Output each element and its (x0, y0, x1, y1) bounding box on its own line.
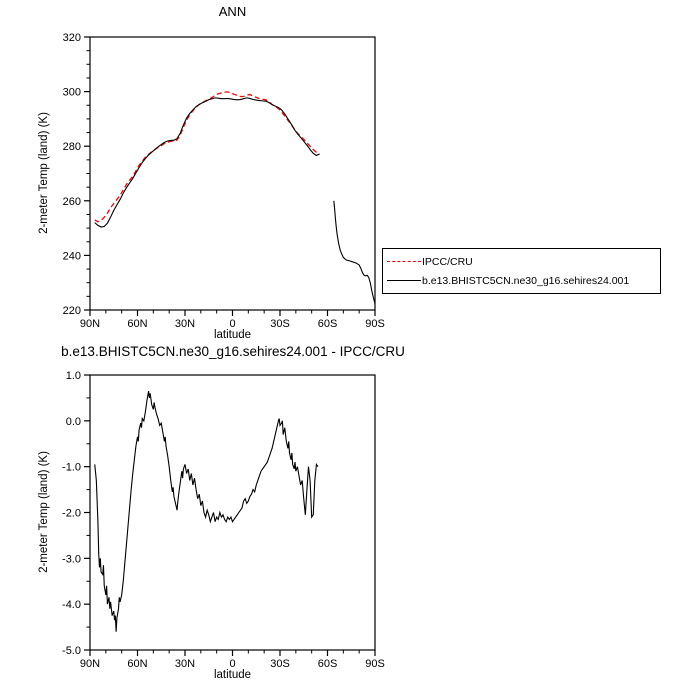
legend-row-model: b.e13.BHISTC5CN.ne30_g16.sehires24.001 (387, 275, 658, 287)
x-tick-label: 60N (127, 318, 147, 330)
y-tick-label: -1.0 (62, 462, 81, 474)
series-line-model-antarctic-segment (333, 200, 376, 304)
legend-line-sample-icon (387, 280, 421, 281)
y-tick-label: 240 (63, 250, 81, 262)
top-chart-y-axis-label: 2-meter Temp (land) (K) (38, 112, 50, 234)
x-tick-label: 60S (318, 318, 338, 330)
top-chart-x-axis-label: latitude (213, 329, 252, 341)
series-line-difference (94, 390, 319, 632)
y-tick-label: 0.0 (66, 416, 81, 428)
top-chart-title: ANN (218, 4, 247, 19)
plot-frame (89, 36, 376, 311)
y-tick-label: -2.0 (62, 508, 81, 520)
y-tick-label: 220 (63, 305, 81, 317)
legend-label-model: b.e13.BHISTC5CN.ne30_g16.sehires24.001 (422, 274, 630, 287)
chart-0: 90N 60N 30N 0 30S 60S 90S 220 240 260 280 300 320 (63, 32, 385, 330)
x-tick-label: 0 (229, 318, 235, 330)
x-tick-label: 0 (229, 658, 235, 670)
y-tick-label: -3.0 (62, 553, 81, 565)
y-tick-label: 320 (63, 32, 81, 44)
series-line-b-e13-bhistc5cn-ne30-g16-sehires24-001 (94, 97, 320, 228)
x-tick-label: 30N (175, 658, 195, 670)
bottom-chart-title: b.e13.BHISTC5CN.ne30_g16.sehires24.001 -… (61, 344, 405, 359)
x-tick-label: 30S (270, 658, 290, 670)
x-tick-label: 60S (318, 658, 338, 670)
bottom-chart-x-axis-label: latitude (213, 669, 252, 681)
legend-box: IPCC/CRU b.e13.BHISTC5CN.ne30_g16.sehire… (382, 248, 661, 294)
x-tick-label: 60N (127, 658, 147, 670)
x-tick-label: 30S (270, 318, 290, 330)
y-tick-label: 260 (63, 196, 81, 208)
legend-label-ipcc-cru: IPCC/CRU (422, 255, 473, 268)
y-tick-label: -5.0 (62, 645, 81, 657)
y-tick-label: 300 (63, 87, 81, 99)
series-line-ipcc-cru (94, 91, 320, 223)
chart-1: 90N 60N 30N 0 30S 60S 90S 1.0 0.0 -1.0 -2.0 -3.0 -4.… (62, 370, 385, 670)
x-tick-label: 30N (175, 318, 195, 330)
x-tick-label: 90N (80, 658, 100, 670)
x-tick-label: 90S (365, 658, 385, 670)
bottom-chart-y-axis-label: 2-meter Temp (land) (K) (38, 451, 50, 573)
x-tick-label: 90N (80, 318, 100, 330)
plot-frame (89, 374, 376, 651)
legend-line-sample-icon (387, 261, 421, 262)
y-tick-label: 280 (63, 141, 81, 153)
x-tick-label: 90S (365, 318, 385, 330)
y-tick-label: 1.0 (66, 370, 81, 382)
legend-row-ipcc-cru: IPCC/CRU (387, 256, 658, 268)
y-tick-label: -4.0 (62, 599, 81, 611)
